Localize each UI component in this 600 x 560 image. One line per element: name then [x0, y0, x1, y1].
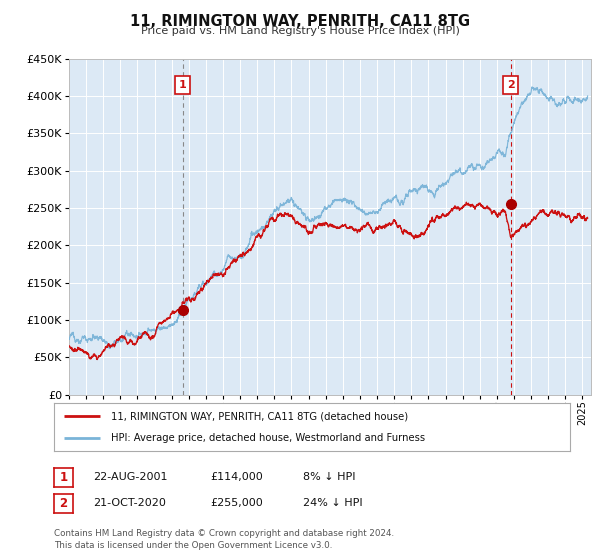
Text: £255,000: £255,000: [210, 498, 263, 508]
Text: Price paid vs. HM Land Registry's House Price Index (HPI): Price paid vs. HM Land Registry's House …: [140, 26, 460, 36]
Text: 2: 2: [507, 80, 514, 90]
Text: 11, RIMINGTON WAY, PENRITH, CA11 8TG: 11, RIMINGTON WAY, PENRITH, CA11 8TG: [130, 14, 470, 29]
Text: 11, RIMINGTON WAY, PENRITH, CA11 8TG (detached house): 11, RIMINGTON WAY, PENRITH, CA11 8TG (de…: [111, 411, 408, 421]
Text: HPI: Average price, detached house, Westmorland and Furness: HPI: Average price, detached house, West…: [111, 433, 425, 443]
Text: 21-OCT-2020: 21-OCT-2020: [93, 498, 166, 508]
Text: 1: 1: [179, 80, 187, 90]
Text: 22-AUG-2001: 22-AUG-2001: [93, 472, 167, 482]
Text: 8% ↓ HPI: 8% ↓ HPI: [303, 472, 355, 482]
Text: This data is licensed under the Open Government Licence v3.0.: This data is licensed under the Open Gov…: [54, 541, 332, 550]
Text: Contains HM Land Registry data © Crown copyright and database right 2024.: Contains HM Land Registry data © Crown c…: [54, 529, 394, 538]
Text: £114,000: £114,000: [210, 472, 263, 482]
Text: 1: 1: [59, 471, 68, 484]
Text: 24% ↓ HPI: 24% ↓ HPI: [303, 498, 362, 508]
Text: 2: 2: [59, 497, 68, 510]
